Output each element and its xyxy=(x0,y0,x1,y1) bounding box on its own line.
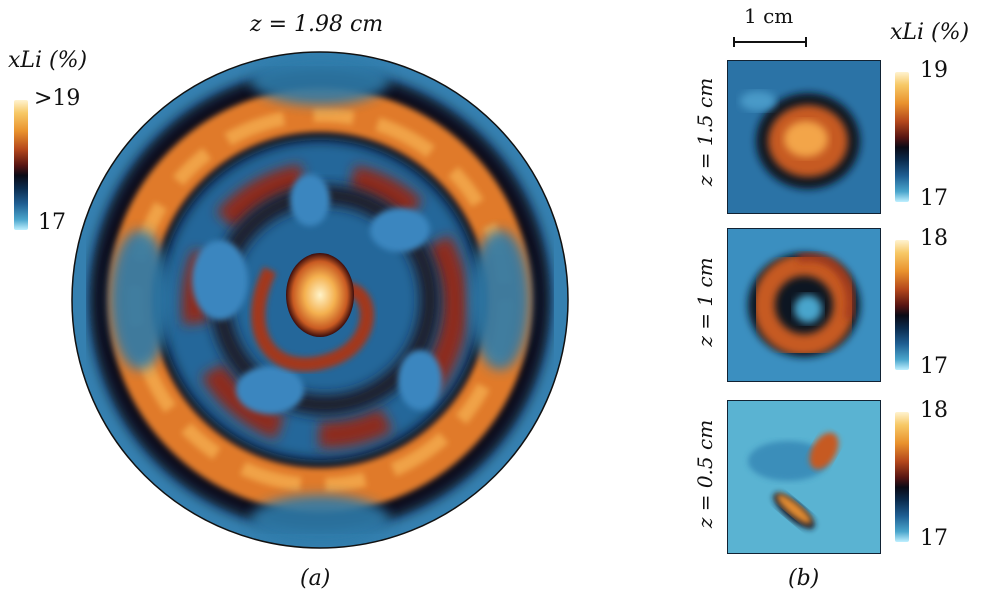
slice-2-colorbar xyxy=(895,240,909,370)
scalebar xyxy=(733,41,807,43)
slice-1-colorbar-max: 19 xyxy=(920,58,948,83)
slice-1-z-label: z = 1.5 cm xyxy=(693,77,717,187)
panel-b-caption: (b) xyxy=(788,566,820,591)
panel-a-title: z = 1.98 cm xyxy=(250,12,384,37)
slice-2-z-label: z = 1 cm xyxy=(693,257,717,347)
panel-a-colorbar-label: xLi (%) xyxy=(8,48,88,73)
slice-1-field xyxy=(727,60,881,214)
scalebar-tick-right xyxy=(805,37,807,47)
panel-a-colorbar-min: 17 xyxy=(38,210,66,235)
panel-a-concentration-field xyxy=(71,51,569,549)
scalebar-tick-left xyxy=(733,37,735,47)
slice-3-field xyxy=(727,400,881,554)
panel-a-colorbar xyxy=(14,100,28,230)
scalebar-label: 1 cm xyxy=(744,4,794,28)
panel-a-colorbar-max: >19 xyxy=(34,86,81,111)
slice-3-colorbar xyxy=(895,412,909,542)
slice-2-field xyxy=(727,228,881,382)
panel-b-colorbar-label: xLi (%) xyxy=(890,20,970,45)
slice-2-colorbar-min: 17 xyxy=(920,354,948,379)
slice-3-colorbar-min: 17 xyxy=(920,526,948,551)
slice-1-colorbar-min: 17 xyxy=(920,186,948,211)
panel-a-caption: (a) xyxy=(300,566,331,591)
slice-3-z-label: z = 0.5 cm xyxy=(693,419,717,529)
slice-3-colorbar-max: 18 xyxy=(920,398,948,423)
slice-2-colorbar-max: 18 xyxy=(920,226,948,251)
slice-1-colorbar xyxy=(895,72,909,202)
